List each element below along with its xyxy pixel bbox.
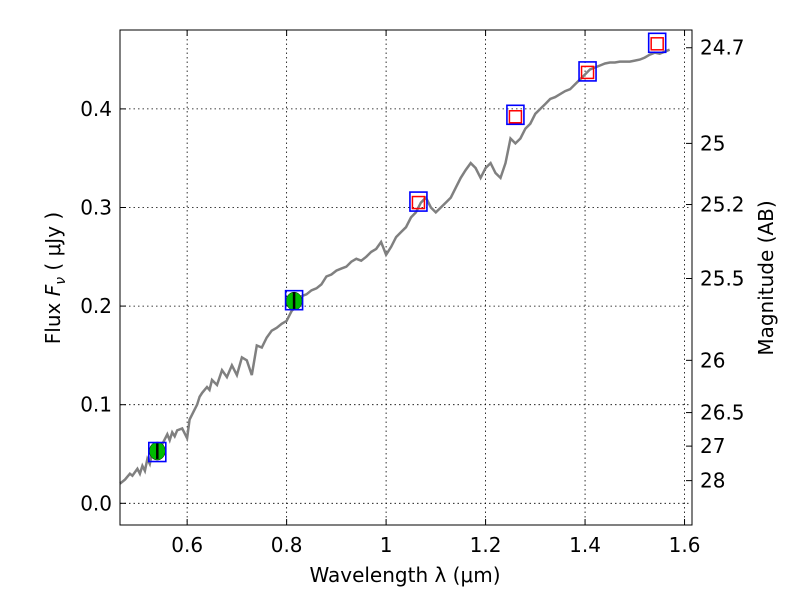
- synthetic-photometry-point: [409, 191, 428, 212]
- y2-tick-label: 25.2: [700, 193, 745, 217]
- x-tick-label: 0.6: [171, 533, 203, 557]
- synthetic-photometry-point: [284, 289, 304, 311]
- y-axis-title-symbol: F: [41, 284, 65, 296]
- y2-tick-label: 24.7: [700, 36, 745, 60]
- y-tick-label: 0.2: [80, 294, 112, 318]
- x-tick-label: 1: [380, 533, 393, 557]
- predicted-point: [508, 110, 523, 124]
- y-tick-label: 0.0: [80, 491, 112, 515]
- grid: [120, 30, 692, 525]
- predicted-point: [411, 195, 426, 210]
- x-tick-label: 1.4: [569, 533, 601, 557]
- y-axis-title-unit: ( μJy ): [41, 212, 65, 277]
- x-tick-label: 0.8: [271, 533, 303, 557]
- synthetic-photometry-point: [578, 61, 597, 82]
- y-tick-label: 0.4: [80, 97, 112, 121]
- x-tick-label: 1.2: [470, 533, 502, 557]
- synthetic-photometry-point: [647, 32, 667, 54]
- y2-axis-title: Magnitude (AB): [754, 200, 778, 355]
- predicted-point: [650, 37, 664, 51]
- y-axis-title-prefix: Flux: [41, 296, 65, 344]
- y-tick-label: 0.1: [80, 393, 112, 417]
- y2-tick-label: 26.5: [700, 401, 745, 425]
- y2-tick-label: 25.5: [700, 266, 745, 290]
- ticks: 0.6 0.8 1 1.2 1.4 1.6 0.0 0.1 0.2 0.3 0.4 24.7 25 25.…: [80, 30, 745, 557]
- x-axis-title: Wavelength λ (μm): [309, 563, 500, 587]
- x-tick-label: 1.6: [669, 533, 701, 557]
- plot-frame: [119, 29, 693, 526]
- spectrum-line: [119, 48, 671, 485]
- y2-tick-label: 28: [700, 469, 725, 493]
- y2-tick-label: 26: [700, 348, 725, 372]
- predicted-point: [580, 65, 595, 80]
- y-axis-title: Flux Fν ( μJy ): [41, 212, 69, 344]
- data-marks: [148, 32, 667, 463]
- y2-tick-label: 25: [700, 131, 725, 155]
- synthetic-photometry-point: [506, 104, 525, 126]
- synthetic-photometry-point: [148, 441, 167, 463]
- y-tick-label: 0.3: [80, 195, 112, 219]
- y-axis-title-subscript: ν: [53, 277, 69, 285]
- y2-tick-label: 27: [700, 434, 725, 458]
